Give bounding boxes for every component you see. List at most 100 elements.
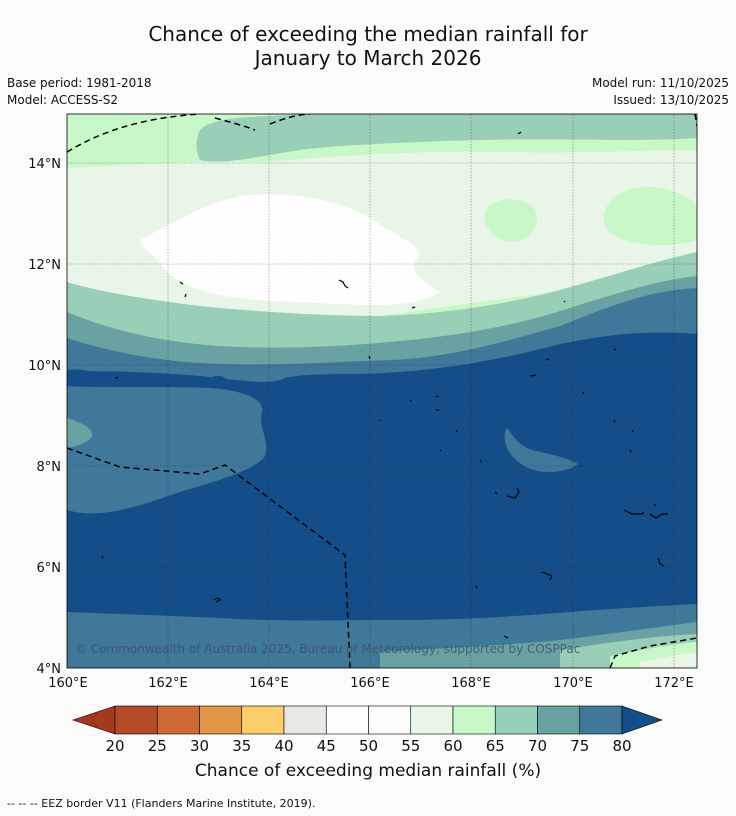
band-80-left-lobe [67,386,267,514]
title-line-2: January to March 2026 [254,46,482,70]
colorbar-segment-20-25 [114,705,158,735]
band-60-bottom [640,652,697,668]
island [379,419,382,422]
meta-left: Base period: 1981-2018 Model: ACCESS-S2 [7,75,152,109]
colorbar-segment-35-40 [241,705,285,735]
colorbar-extend-high [621,705,663,735]
lat-label-10: 10°N [28,359,61,374]
lat-label-12: 12°N [28,258,61,273]
colorbar-segment-75-80 [579,705,623,735]
colorbar-tick-75: 75 [570,737,589,755]
island [541,571,553,581]
colorbar-segment-55-60 [410,705,454,735]
colorbar-tick-40: 40 [274,737,293,755]
island [479,459,482,463]
colorbar-tick-25: 25 [148,737,167,755]
island [629,429,634,453]
lon-label-160: 160°E [48,676,88,691]
island [653,503,657,507]
island [545,358,550,361]
islands [101,131,668,639]
eez-border-n [214,117,256,131]
eez-border-nw [67,114,201,153]
lon-label-170: 170°E [553,676,593,691]
band-75-left-blob [67,418,93,448]
band-above-80-speck [210,375,226,383]
colorbar-segment-25-30 [156,705,200,735]
island [439,449,442,452]
band-above-80-pocket [67,369,108,387]
colorbar-title: Chance of exceeding median rainfall (%) [194,761,542,781]
colorbar-extend-low [72,705,116,735]
colorbar-tick-50: 50 [359,737,378,755]
colorbar-segment-70-75 [537,705,581,735]
band-50 [140,194,440,305]
island [503,635,509,639]
lon-label-162: 162°E [148,676,188,691]
island [338,279,349,289]
band-70-top [196,114,697,162]
model-name: Model: ACCESS-S2 [7,93,119,107]
colorbar: 20 25 30 35 40 45 50 55 60 65 70 75 80 [72,705,663,755]
colorbar-tick-65: 65 [486,737,505,755]
island [494,491,498,495]
island [435,395,439,411]
island [179,281,184,285]
island [184,293,187,298]
lat-axis: 14°N 12°N 10°N 8°N 6°N 4°N [28,157,61,677]
island [409,399,412,402]
island [475,585,478,589]
colorbar-tick-70: 70 [528,737,547,755]
lat-label-4: 4°N [37,662,62,677]
colorbar-segment-65-70 [494,705,538,735]
island [506,487,520,499]
colorbar-segment-40-45 [283,705,327,735]
eez-border-se [609,637,697,668]
map-plot-area[interactable]: © Commonwealth of Australia 2025, Bureau… [67,114,697,668]
lon-label-168: 168°E [451,676,491,691]
lon-axis: 160°E 162°E 164°E 166°E 168°E 170°E 172°… [48,676,694,691]
band-65-blob-right [603,186,697,246]
model-run: Model run: 11/10/2025 [591,76,729,90]
island [455,429,458,433]
eez-footnote: -- -- -- EEZ border V11 (Flanders Marine… [7,797,316,810]
island [613,419,616,423]
colorbar-tick-60: 60 [443,737,462,755]
title-line-1: Chance of exceeding the median rainfall … [148,22,588,46]
lon-label-166: 166°E [350,676,390,691]
band-65-blob [484,199,538,243]
island [649,513,668,519]
eez-border-marshall [67,447,351,668]
colorbar-tick-20: 20 [105,737,124,755]
colorbar-tick-30: 30 [190,737,209,755]
meta-right: Model run: 11/10/2025 Issued: 13/10/2025 [592,75,729,109]
lat-label-8: 8°N [37,460,62,475]
lon-label-172: 172°E [654,676,694,691]
colorbar-segment-50-55 [368,705,412,735]
lat-label-14: 14°N [28,157,61,172]
eez-borders [67,114,697,668]
island [563,300,566,303]
eez-border-n2 [269,114,311,125]
lon-label-164: 164°E [249,676,289,691]
island [529,374,537,377]
map-frame [66,113,698,669]
island [582,391,585,395]
island [101,555,104,559]
island [657,557,665,567]
colorbar-tick-80: 80 [612,737,631,755]
colorbar-tick-35: 35 [232,737,251,755]
base-period: Base period: 1981-2018 [7,76,152,90]
island [613,348,617,351]
band-80-inlet [504,428,578,472]
island [623,509,645,515]
colorbar-tick-45: 45 [317,737,336,755]
colorbar-tick-55: 55 [401,737,420,755]
colorbar-segment-60-65 [452,705,496,735]
island [411,306,416,309]
island [368,355,371,360]
issued-date: Issued: 13/10/2025 [613,93,729,107]
copyright-notice: © Commonwealth of Australia 2025, Bureau… [75,642,580,656]
lat-label-6: 6°N [37,561,62,576]
